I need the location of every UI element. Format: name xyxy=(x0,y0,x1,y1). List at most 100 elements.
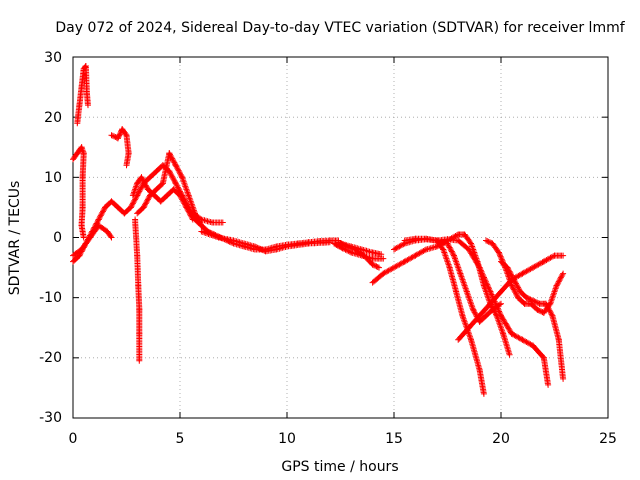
data-point xyxy=(480,390,487,397)
data-point xyxy=(138,174,145,181)
data-point xyxy=(144,197,151,204)
data-point xyxy=(486,287,493,294)
data-point xyxy=(136,357,143,364)
data-point xyxy=(506,268,513,275)
data-point xyxy=(550,253,557,260)
data-point xyxy=(177,193,184,200)
data-point xyxy=(175,167,182,174)
data-point xyxy=(178,173,185,179)
data-point xyxy=(421,247,428,254)
data-point xyxy=(560,375,567,382)
data-point xyxy=(145,195,152,202)
data-point xyxy=(557,275,564,282)
data-point xyxy=(515,284,522,291)
data-point xyxy=(484,281,491,288)
data-point xyxy=(167,151,173,158)
data-point xyxy=(133,193,140,200)
data-point xyxy=(172,161,178,167)
data-point xyxy=(369,261,376,268)
y-tick-label: 20 xyxy=(44,110,62,126)
data-point xyxy=(555,280,562,286)
data-point xyxy=(132,196,139,203)
data-point xyxy=(95,216,102,223)
data-point xyxy=(511,288,518,294)
data-point xyxy=(535,300,542,307)
y-tick-label: -10 xyxy=(39,290,62,306)
data-point xyxy=(259,247,266,254)
data-point xyxy=(127,204,134,211)
data-point xyxy=(137,185,144,192)
data-point xyxy=(85,102,91,109)
data-point xyxy=(539,353,546,360)
data-point xyxy=(108,132,115,139)
data-point xyxy=(480,273,487,280)
data-point xyxy=(257,245,264,252)
data-point xyxy=(447,245,454,252)
data-point xyxy=(485,238,492,245)
data-point xyxy=(487,290,494,297)
data-point xyxy=(448,248,455,255)
data-point xyxy=(185,208,192,215)
data-point xyxy=(482,277,489,284)
data-point xyxy=(139,175,146,182)
data-point xyxy=(450,251,457,258)
data-point xyxy=(189,215,196,222)
data-point xyxy=(493,302,500,309)
data-point xyxy=(484,238,491,245)
x-tick-label: 5 xyxy=(176,431,185,447)
x-tick-label: 20 xyxy=(492,431,510,447)
data-point xyxy=(545,306,552,312)
x-tick-label: 10 xyxy=(278,431,296,447)
data-point xyxy=(100,207,107,214)
data-point xyxy=(506,350,513,357)
data-point xyxy=(448,247,455,254)
data-point xyxy=(556,277,563,284)
data-point xyxy=(445,241,452,248)
data-point xyxy=(508,282,515,289)
tick-marks xyxy=(72,56,609,419)
data-point xyxy=(528,297,535,304)
data-point xyxy=(496,250,503,257)
data-point xyxy=(498,300,504,307)
data-point xyxy=(171,177,178,184)
data-point xyxy=(140,178,147,185)
data-point xyxy=(176,169,183,175)
data-point xyxy=(219,219,226,226)
data-point xyxy=(509,273,516,280)
data-point xyxy=(481,274,487,281)
data-point xyxy=(478,268,485,275)
data-point xyxy=(477,266,484,272)
data-point xyxy=(513,280,519,287)
data-point xyxy=(186,209,193,216)
data-point xyxy=(326,239,333,246)
data-point xyxy=(143,183,150,190)
data-point xyxy=(486,285,492,292)
data-point xyxy=(172,162,179,169)
data-point xyxy=(470,306,477,313)
data-point xyxy=(508,272,515,279)
data-point xyxy=(171,159,178,166)
data-point xyxy=(378,251,385,258)
data-point xyxy=(470,308,477,314)
data-point xyxy=(483,280,490,287)
data-point xyxy=(506,351,513,358)
data-point xyxy=(374,264,381,270)
data-point xyxy=(475,263,482,270)
data-point xyxy=(400,241,407,248)
series-arc-e xyxy=(108,126,132,169)
data-point xyxy=(476,264,483,271)
data-point xyxy=(143,199,150,206)
grid-lines xyxy=(73,57,608,418)
data-point xyxy=(177,192,183,199)
data-point xyxy=(97,212,104,219)
data-point xyxy=(255,245,262,252)
data-point xyxy=(495,307,502,314)
data-point xyxy=(166,150,173,157)
data-point xyxy=(109,132,116,139)
data-point xyxy=(484,283,491,289)
data-point xyxy=(95,217,101,224)
data-point xyxy=(560,270,567,277)
data-point xyxy=(174,166,181,173)
data-point xyxy=(545,304,552,311)
data-point xyxy=(182,203,189,210)
